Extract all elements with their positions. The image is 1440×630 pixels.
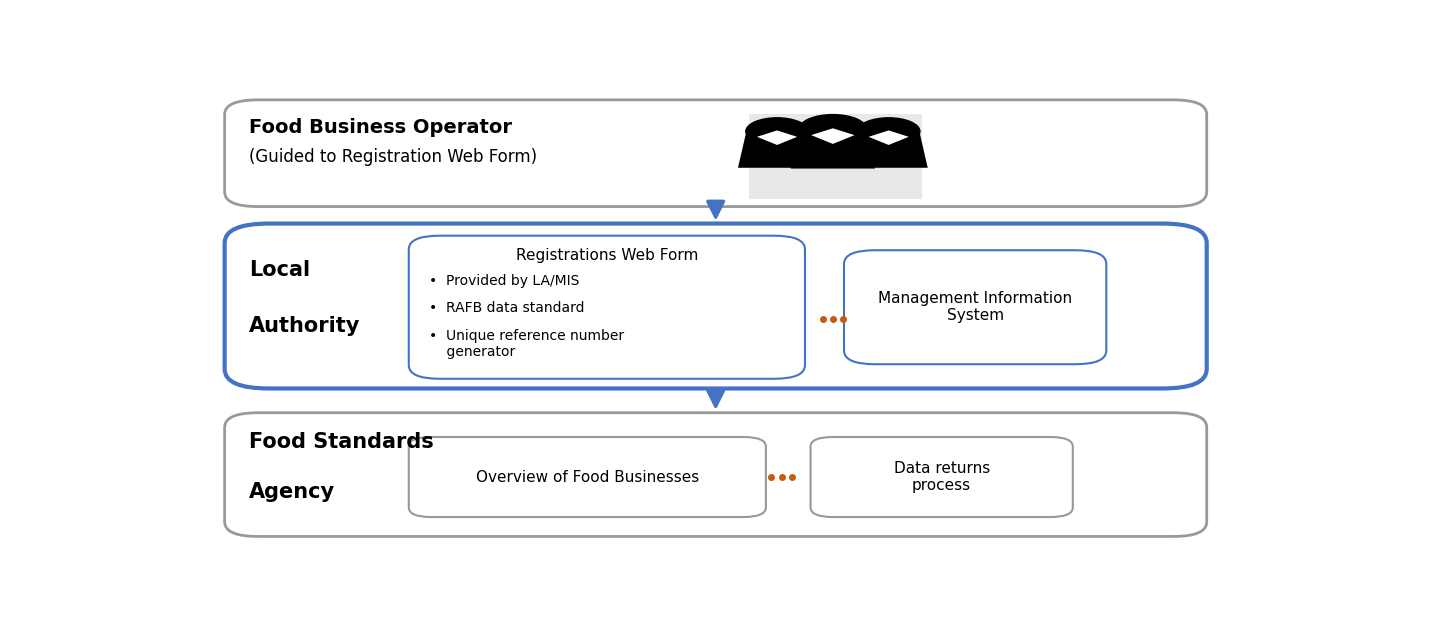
FancyBboxPatch shape: [409, 236, 805, 379]
FancyBboxPatch shape: [844, 250, 1106, 364]
Polygon shape: [791, 129, 876, 169]
Polygon shape: [811, 129, 854, 144]
FancyBboxPatch shape: [811, 437, 1073, 517]
Circle shape: [746, 118, 808, 145]
Polygon shape: [868, 130, 909, 145]
Text: Local: Local: [249, 260, 310, 280]
FancyBboxPatch shape: [225, 224, 1207, 389]
Text: Agency: Agency: [249, 482, 336, 502]
Circle shape: [799, 115, 867, 144]
Circle shape: [857, 118, 920, 145]
Text: •  Unique reference number
    generator: • Unique reference number generator: [429, 329, 624, 359]
FancyBboxPatch shape: [749, 115, 922, 199]
Polygon shape: [739, 132, 816, 168]
Text: Data returns
process: Data returns process: [894, 461, 989, 493]
Polygon shape: [850, 132, 927, 168]
FancyBboxPatch shape: [409, 437, 766, 517]
Text: Food Standards: Food Standards: [249, 432, 433, 452]
Polygon shape: [757, 130, 798, 145]
Text: Management Information
System: Management Information System: [878, 291, 1073, 323]
Text: Food Business Operator: Food Business Operator: [249, 118, 513, 137]
Text: •  RAFB data standard: • RAFB data standard: [429, 301, 585, 315]
FancyBboxPatch shape: [225, 100, 1207, 207]
FancyBboxPatch shape: [225, 413, 1207, 537]
Text: Registrations Web Form: Registrations Web Form: [516, 248, 698, 263]
Text: Authority: Authority: [249, 316, 360, 336]
Text: Overview of Food Businesses: Overview of Food Businesses: [475, 469, 698, 484]
Text: (Guided to Registration Web Form): (Guided to Registration Web Form): [249, 149, 537, 166]
Text: •  Provided by LA/MIS: • Provided by LA/MIS: [429, 273, 579, 287]
